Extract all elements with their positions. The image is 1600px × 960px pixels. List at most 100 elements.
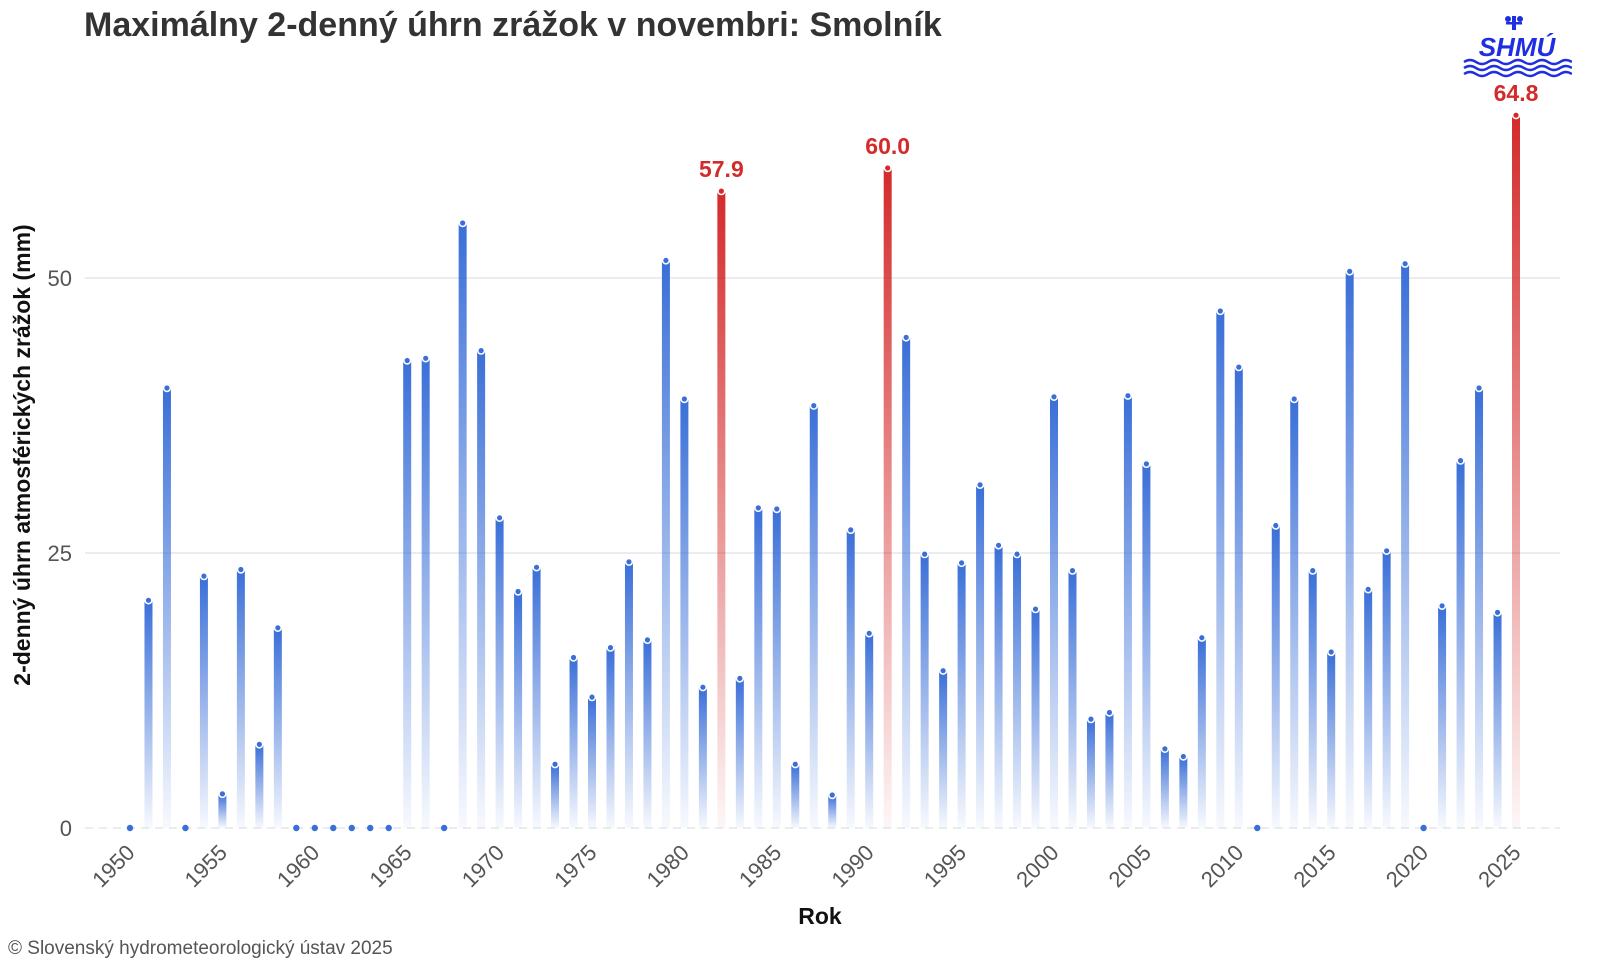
- bar-1981: [698, 687, 707, 828]
- bar-cap-2009: [1216, 306, 1225, 316]
- bar-cap-2024: [1493, 608, 1502, 617]
- bar-cap-2007: [1179, 752, 1188, 761]
- bar-1999: [1031, 609, 1040, 828]
- bar-cap-1966: [421, 354, 430, 363]
- bar-cap-1972: [532, 563, 541, 572]
- bar-cap-1982: [717, 186, 726, 196]
- data-label-2025: 64.8: [1494, 80, 1539, 106]
- bar-cap-1970: [495, 513, 504, 522]
- x-tick-label: 1955: [180, 840, 232, 892]
- x-tick-label: 1995: [919, 840, 971, 892]
- x-tick-label: 2000: [1011, 840, 1063, 892]
- bar-1958: [273, 627, 282, 828]
- bar-2004: [1123, 395, 1132, 828]
- bar-cap-1984: [754, 503, 763, 513]
- x-tick-label: 2005: [1104, 840, 1156, 892]
- bar-cap-2015: [1326, 647, 1336, 657]
- bar-cap-1957: [255, 740, 264, 749]
- data-label-1991: 60.0: [865, 133, 910, 159]
- bar-2000: [1050, 396, 1058, 828]
- bar-1973: [551, 764, 560, 828]
- bar-cap-1985: [772, 504, 781, 514]
- bar-cap-2021: [1437, 601, 1447, 610]
- x-tick-label: 2015: [1288, 840, 1340, 892]
- bar-cap-2022: [1456, 456, 1465, 465]
- bar-cap-1977: [624, 557, 634, 566]
- bar-cap-1980: [680, 394, 689, 404]
- bar-2008: [1197, 637, 1206, 828]
- bar-cap-2019: [1400, 259, 1410, 268]
- zero-point-1960: [311, 824, 318, 832]
- bar-cap-1975: [587, 692, 597, 702]
- bar-2022: [1456, 460, 1465, 828]
- bar-2002: [1086, 719, 1095, 828]
- bar-1955: [218, 793, 227, 828]
- zero-point-2011: [1254, 824, 1261, 832]
- bar-2018: [1382, 550, 1391, 828]
- bar-cap-2006: [1160, 744, 1170, 753]
- bar-cap-1981: [698, 682, 708, 692]
- bar-cap-2001: [1068, 566, 1077, 575]
- bar-cap-2014: [1308, 566, 1317, 575]
- bar-1978: [643, 639, 652, 828]
- bar-1969: [477, 350, 486, 828]
- y-axis-title: 2-denný úhrn atmosférických zrážok (mm): [9, 224, 35, 685]
- bar-2013: [1290, 399, 1299, 828]
- bar-cap-2005: [1142, 459, 1151, 469]
- bar-2023: [1475, 388, 1484, 828]
- x-tick-label: 1975: [549, 840, 601, 892]
- bar-cap-1989: [846, 525, 855, 535]
- bar-cap-2003: [1105, 708, 1114, 717]
- bar-1983: [735, 678, 744, 828]
- bar-1957: [255, 744, 264, 828]
- bar-1951: [144, 600, 153, 828]
- bar-cap-2013: [1290, 394, 1299, 404]
- x-tick-label: 1985: [734, 840, 786, 892]
- x-tick-label: 1990: [826, 840, 878, 892]
- bar-1971: [514, 591, 523, 828]
- bar-1988: [828, 795, 837, 828]
- copyright-text: © Slovenský hydrometeorologický ústav 20…: [8, 938, 393, 959]
- zero-point-1961: [330, 824, 337, 832]
- bar-cap-1996: [975, 480, 985, 489]
- bar-cap-1990: [864, 629, 874, 638]
- bar-cap-1952: [162, 383, 172, 393]
- bar-1997: [994, 545, 1003, 828]
- bar-1970: [495, 517, 504, 828]
- x-tick-label: 1950: [87, 840, 139, 892]
- bar-cap-2023: [1474, 383, 1484, 393]
- bar-1982: [717, 191, 726, 829]
- bar-cap-1958: [273, 623, 283, 632]
- bar-1980: [680, 399, 689, 828]
- bar-1995: [957, 562, 966, 828]
- x-tick-label: 1960: [272, 840, 324, 892]
- y-tick-label: 25: [48, 541, 72, 566]
- bar-1993: [920, 554, 929, 828]
- bar-1974: [569, 657, 578, 828]
- logo-text: SHMÚ: [1479, 32, 1557, 62]
- zero-point-1950: [126, 824, 134, 832]
- bar-2016: [1345, 271, 1354, 828]
- bar-1992: [902, 337, 911, 828]
- bar-1952: [162, 388, 171, 828]
- bar-cap-1978: [643, 635, 652, 645]
- chart-title: Maximálny 2-denný úhrn zrážok v novembri…: [84, 6, 942, 44]
- bar-cap-1965: [403, 356, 412, 365]
- bar-cap-1986: [791, 759, 800, 769]
- bar-2025: [1512, 115, 1520, 828]
- x-tick-label: 1965: [364, 840, 416, 892]
- x-tick-label: 2020: [1381, 840, 1433, 892]
- bar-2017: [1364, 589, 1373, 828]
- bar-cap-2002: [1086, 714, 1096, 724]
- x-axis-title: Rok: [798, 903, 842, 929]
- bar-2001: [1068, 570, 1077, 828]
- bar-1986: [791, 764, 800, 828]
- bar-2007: [1179, 756, 1188, 828]
- zero-point-2020: [1420, 824, 1427, 832]
- bar-cap-1987: [809, 401, 818, 410]
- bar-1989: [846, 529, 855, 828]
- bar-2015: [1327, 652, 1336, 828]
- bar-cap-1973: [550, 759, 560, 769]
- bar-2019: [1401, 263, 1410, 828]
- shmu-logo: SHMÚ: [1463, 16, 1572, 78]
